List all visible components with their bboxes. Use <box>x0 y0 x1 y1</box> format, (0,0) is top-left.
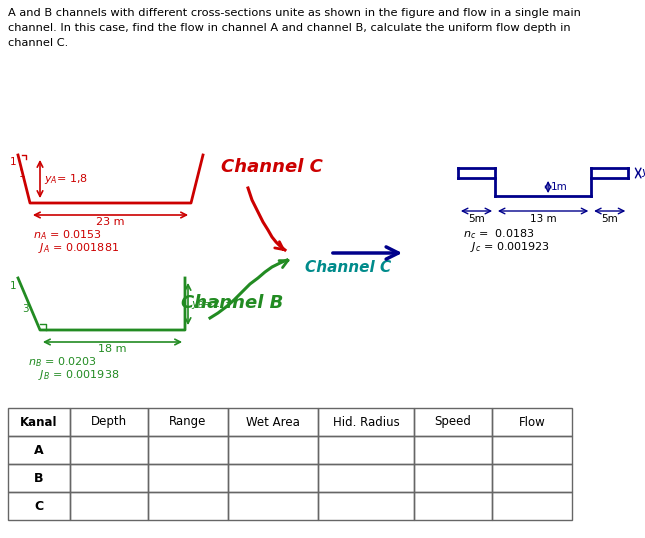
Text: Range: Range <box>169 415 206 428</box>
Text: 18 m: 18 m <box>98 344 127 354</box>
Text: 1: 1 <box>19 169 26 179</box>
Text: B: B <box>34 471 44 485</box>
Text: 13 m: 13 m <box>530 214 557 224</box>
Text: $y_c$: $y_c$ <box>641 167 645 179</box>
Text: Kanal: Kanal <box>20 415 58 428</box>
Bar <box>148 436 228 464</box>
Bar <box>414 436 492 464</box>
Bar <box>318 464 414 492</box>
Bar <box>492 408 572 436</box>
Bar <box>414 408 492 436</box>
Text: Speed: Speed <box>435 415 471 428</box>
Bar <box>228 436 318 464</box>
Text: C: C <box>34 499 44 513</box>
Text: $J_B$ = 0.001938: $J_B$ = 0.001938 <box>38 368 119 382</box>
Text: 1: 1 <box>10 157 16 167</box>
Text: Channel B: Channel B <box>181 294 283 312</box>
Bar <box>8 464 70 492</box>
Bar <box>318 436 414 464</box>
Bar <box>414 492 492 520</box>
Bar <box>228 492 318 520</box>
Text: $J_c$ = 0.001923: $J_c$ = 0.001923 <box>470 240 550 254</box>
Bar <box>148 464 228 492</box>
Text: A and B channels with different cross-sections unite as shown in the figure and : A and B channels with different cross-se… <box>8 8 581 18</box>
Bar <box>492 492 572 520</box>
Text: channel C.: channel C. <box>8 38 68 48</box>
Text: Depth: Depth <box>91 415 127 428</box>
Bar <box>414 464 492 492</box>
Bar <box>8 436 70 464</box>
Text: 5m: 5m <box>601 214 618 224</box>
Text: 5m: 5m <box>468 214 485 224</box>
Text: $y_B$=2,3: $y_B$=2,3 <box>191 297 232 311</box>
Bar <box>228 464 318 492</box>
Text: Flow: Flow <box>519 415 546 428</box>
Bar <box>492 436 572 464</box>
Bar <box>492 464 572 492</box>
Bar <box>318 408 414 436</box>
Text: Channel C: Channel C <box>221 158 323 176</box>
Bar <box>70 464 148 492</box>
Bar <box>318 492 414 520</box>
Text: 3: 3 <box>22 304 28 314</box>
Text: Channel C: Channel C <box>305 260 392 275</box>
Text: $n_B$ = 0.0203: $n_B$ = 0.0203 <box>28 355 97 369</box>
Text: $n_c$ =  0.0183: $n_c$ = 0.0183 <box>463 227 535 241</box>
Text: channel. In this case, find the flow in channel A and channel B, calculate the u: channel. In this case, find the flow in … <box>8 23 571 33</box>
Bar <box>148 408 228 436</box>
Text: Hid. Radius: Hid. Radius <box>333 415 399 428</box>
Text: 1m: 1m <box>551 182 568 192</box>
Text: $y_A$= 1,8: $y_A$= 1,8 <box>44 172 88 186</box>
Text: $J_A$ = 0.001881: $J_A$ = 0.001881 <box>38 241 119 255</box>
Text: A: A <box>34 443 44 457</box>
Bar <box>70 436 148 464</box>
Text: Wet Area: Wet Area <box>246 415 300 428</box>
Bar <box>70 492 148 520</box>
Text: $n_A$ = 0.0153: $n_A$ = 0.0153 <box>33 228 102 242</box>
Bar <box>148 492 228 520</box>
Text: 23 m: 23 m <box>96 217 124 227</box>
Bar <box>70 408 148 436</box>
Bar <box>228 408 318 436</box>
Bar <box>8 492 70 520</box>
Bar <box>8 408 70 436</box>
Text: 1: 1 <box>10 281 16 291</box>
